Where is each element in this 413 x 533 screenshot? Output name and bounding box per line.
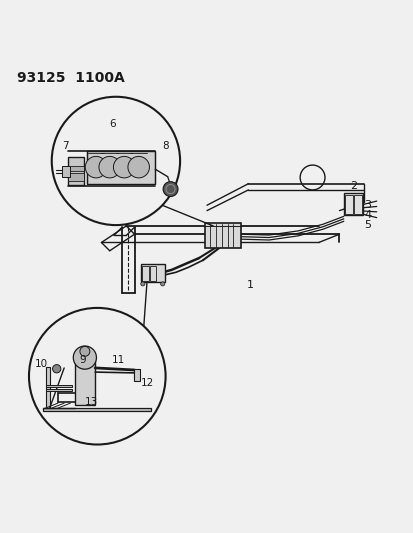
Bar [344, 195, 352, 214]
Bar [150, 266, 156, 281]
Circle shape [80, 346, 90, 357]
Circle shape [52, 365, 61, 373]
Text: 8: 8 [162, 141, 169, 151]
Bar [45, 385, 72, 386]
Bar [62, 166, 69, 177]
Bar [45, 367, 50, 408]
Text: 7: 7 [62, 141, 69, 151]
Circle shape [113, 156, 135, 178]
Text: 10: 10 [35, 359, 48, 369]
Bar [43, 408, 151, 411]
Circle shape [160, 282, 164, 286]
Circle shape [52, 97, 180, 225]
Circle shape [29, 308, 165, 445]
Text: 93125  1100A: 93125 1100A [17, 71, 124, 85]
Circle shape [163, 182, 178, 197]
Text: 9: 9 [79, 354, 86, 365]
Text: 12: 12 [140, 378, 153, 388]
Text: 6: 6 [109, 119, 116, 128]
Text: 2: 2 [349, 181, 356, 191]
Bar [343, 193, 363, 215]
Bar [354, 195, 361, 214]
Bar [133, 369, 139, 381]
Text: 4: 4 [363, 210, 370, 220]
Text: 13: 13 [84, 397, 97, 407]
Bar [68, 173, 84, 181]
Bar [204, 223, 241, 248]
Text: 5: 5 [363, 220, 370, 230]
Bar [68, 166, 84, 171]
Circle shape [99, 156, 120, 178]
Bar [87, 151, 155, 184]
Circle shape [140, 282, 145, 286]
Text: 1: 1 [246, 280, 253, 290]
Text: 3: 3 [363, 200, 370, 210]
Text: 11: 11 [111, 354, 124, 365]
Bar [142, 266, 149, 281]
Bar [140, 264, 164, 282]
Bar [45, 389, 72, 391]
Circle shape [128, 156, 149, 178]
Bar [74, 360, 95, 405]
Circle shape [73, 346, 96, 369]
Bar [68, 157, 84, 185]
Circle shape [85, 156, 107, 178]
